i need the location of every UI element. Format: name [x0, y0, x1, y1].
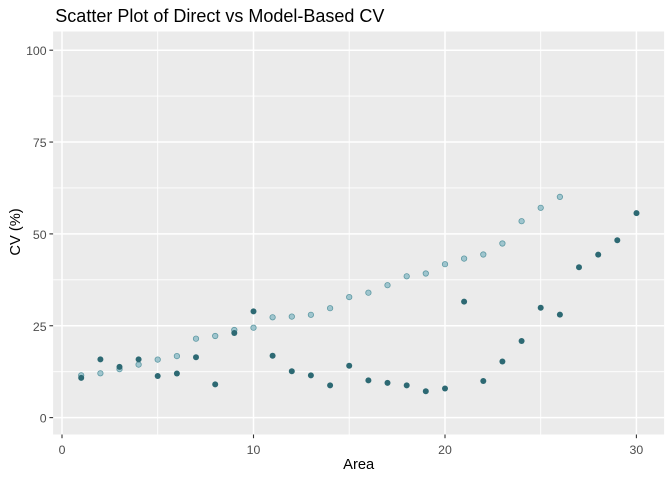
svg-text:Area: Area	[343, 457, 375, 473]
svg-text:0: 0	[59, 443, 66, 457]
svg-text:Scatter Plot of Direct vs Mode: Scatter Plot of Direct vs Model-Based CV	[55, 6, 384, 26]
svg-text:10: 10	[247, 443, 261, 457]
svg-text:75: 75	[33, 136, 47, 150]
svg-text:50: 50	[33, 228, 47, 242]
svg-text:100: 100	[26, 44, 47, 58]
svg-text:CV (%): CV (%)	[8, 208, 24, 255]
svg-text:25: 25	[33, 320, 47, 334]
svg-text:20: 20	[438, 443, 452, 457]
svg-text:0: 0	[40, 412, 47, 426]
svg-text:30: 30	[630, 443, 644, 457]
